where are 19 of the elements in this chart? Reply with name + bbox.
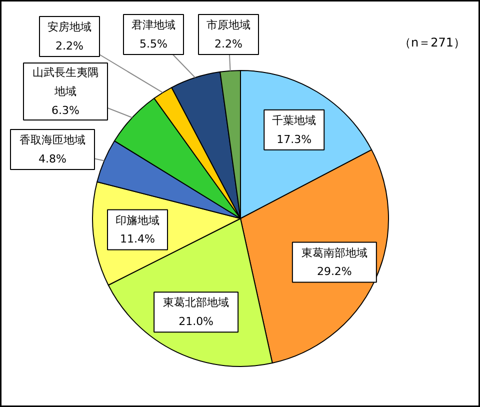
- slice-label: 安房地域: [48, 20, 92, 34]
- slice-label: 山武長生夷隅地域: [32, 66, 98, 98]
- slice-label: 市原地域: [206, 18, 250, 32]
- data-label: 11.4%: [120, 232, 155, 246]
- data-label: 21.0%: [178, 315, 214, 328]
- slice-label: 印旛地域: [116, 214, 160, 227]
- slice-label: 東葛南部地域: [301, 246, 368, 260]
- data-label: 6.3%: [52, 104, 80, 117]
- text: （n＝271）: [398, 36, 466, 50]
- data-label: 2.2%: [56, 39, 84, 52]
- data-label: 29.2%: [316, 265, 352, 278]
- data-label: 4.8%: [38, 152, 66, 166]
- slice-label: 香取海匝地域: [20, 134, 86, 147]
- data-label: 5.5%: [140, 37, 168, 50]
- slice-label: 千葉地域: [272, 114, 316, 127]
- data-label: 17.3%: [276, 132, 312, 146]
- data-label: 2.2%: [214, 37, 242, 50]
- slice-label: 東葛北部地域: [163, 296, 230, 310]
- slice-label: 君津地域: [132, 18, 176, 32]
